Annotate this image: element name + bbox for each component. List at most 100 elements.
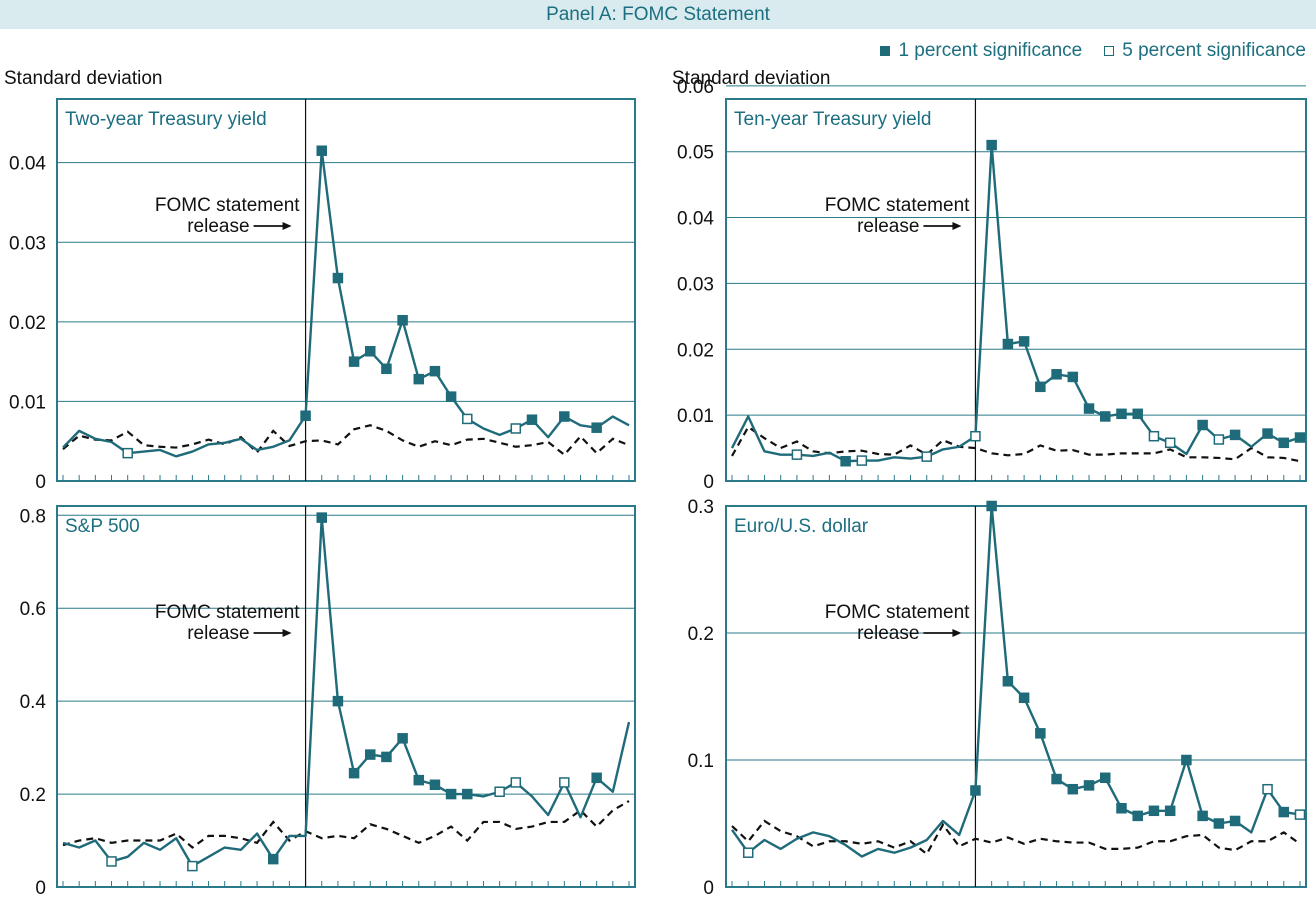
y-tick-label: 0.06 [677,77,714,98]
panel-title: Panel A: FOMC Statement [546,3,770,25]
significance-1pct-marker [365,346,376,357]
y-tick-label: 0.01 [9,392,46,413]
y-tick-label: 0 [35,878,46,898]
significance-1pct-marker [1278,806,1290,818]
significance-1pct-marker [1067,783,1079,795]
y-tick-label: 0.05 [677,143,714,164]
significance-1pct-marker [1181,754,1192,766]
plot-frame [725,505,1307,888]
legend-item-5pct: 5 percent significance [1104,40,1306,62]
significance-5pct-marker [970,430,981,442]
significance-1pct-marker [1083,780,1095,791]
baseline-series-line [731,819,1301,856]
plot-frame [56,505,636,888]
significance-1pct-marker [1229,815,1241,827]
significance-5pct-marker [1148,430,1160,442]
significance-1pct-marker [1164,805,1176,817]
y-tick-label: 0.04 [677,209,714,230]
significance-5pct-marker [1294,809,1306,820]
arrow-head-icon [952,222,962,230]
significance-1pct-marker [445,788,457,800]
significance-1pct-marker [1083,403,1095,414]
legend-item-1pct: 1 percent significance [880,40,1082,62]
significance-1pct-marker [526,414,538,425]
significance-1pct-marker [1018,692,1030,704]
y-tick-label: 0.8 [20,506,46,527]
open-square-icon [1104,46,1115,56]
right-axis-unit-label: Standard deviation [672,68,831,89]
annotation-line-2: release [187,216,249,237]
significance-1pct-marker [348,767,360,779]
annotation-line-1: FOMC statement [825,602,970,623]
significance-1pct-marker [429,779,441,791]
significance-1pct-marker [365,749,376,760]
significance-5pct-marker [494,786,505,797]
significance-1pct-marker [429,365,441,377]
arrow-head-icon [952,629,962,637]
baseline-series-line [62,424,630,457]
legend: 1 percent significance 5 percent signifi… [858,40,1306,62]
significance-1pct-marker [986,500,997,512]
significance-1pct-marker [332,695,344,707]
significance-1pct-marker [381,751,392,763]
significance-5pct-marker [856,455,868,466]
significance-5pct-marker [742,847,754,858]
significance-1pct-marker [986,139,997,151]
legend-label-1pct: 1 percent significance [898,40,1083,61]
significance-1pct-marker [300,410,311,421]
significance-1pct-marker [1018,336,1030,347]
significance-5pct-marker [559,777,570,788]
y-tick-label: 0.1 [688,751,714,772]
significance-1pct-marker [1116,408,1127,420]
annotation-line-1: FOMC statement [825,195,970,216]
significance-1pct-marker [348,356,360,367]
significance-1pct-marker [1051,369,1062,380]
significance-5pct-marker [510,777,522,788]
legend-label-5pct: 5 percent significance [1122,40,1306,61]
significance-1pct-marker [462,788,473,800]
annotation-line-2: release [187,623,249,644]
significance-1pct-marker [1100,772,1111,784]
left-axis-unit-label: Standard deviation [4,68,163,89]
significance-1pct-marker [413,774,425,786]
significance-5pct-marker [122,447,133,459]
significance-5pct-marker [510,423,522,434]
response-series-line [62,149,630,458]
significance-1pct-marker [397,733,408,744]
significance-1pct-marker [1002,676,1014,687]
y-tick-label: 0.04 [9,154,46,175]
significance-1pct-marker [591,772,602,784]
significance-1pct-marker [1197,810,1208,822]
y-tick-label: 0.2 [20,785,46,806]
significance-1pct-marker [1035,381,1046,393]
significance-1pct-marker [1051,773,1062,785]
significance-1pct-marker [316,512,327,523]
significance-1pct-marker [1002,338,1014,350]
plot-frame [56,98,636,482]
significance-1pct-marker [1035,728,1046,739]
chart-title: Ten-year Treasury yield [734,109,931,130]
significance-1pct-marker [332,272,344,284]
filled-square-icon [880,46,891,56]
significance-1pct-marker [381,363,392,375]
arrow-head-icon [282,629,292,637]
y-tick-label: 0.2 [688,624,714,645]
significance-1pct-marker [1132,810,1143,822]
x-ticks [62,475,630,481]
significance-1pct-marker [1229,429,1241,441]
significance-1pct-marker [1132,408,1143,420]
y-tick-label: 0.03 [677,274,714,295]
chart-panel-3: 0 0.2 0.4 0.6 0.8 S&P 500 FOMC statementreleas… [20,505,636,898]
significance-1pct-marker [413,373,425,385]
annotation-line-2: release [857,216,919,237]
significance-1pct-marker [559,411,570,422]
y-tick-label: 0 [35,472,46,493]
y-tick-label: 0 [703,472,714,493]
arrow-head-icon [282,222,292,230]
significance-1pct-marker [1100,411,1111,422]
plot-frame [725,98,1307,482]
significance-5pct-marker [187,860,198,872]
significance-1pct-marker [397,314,408,326]
significance-1pct-marker [1213,818,1225,829]
